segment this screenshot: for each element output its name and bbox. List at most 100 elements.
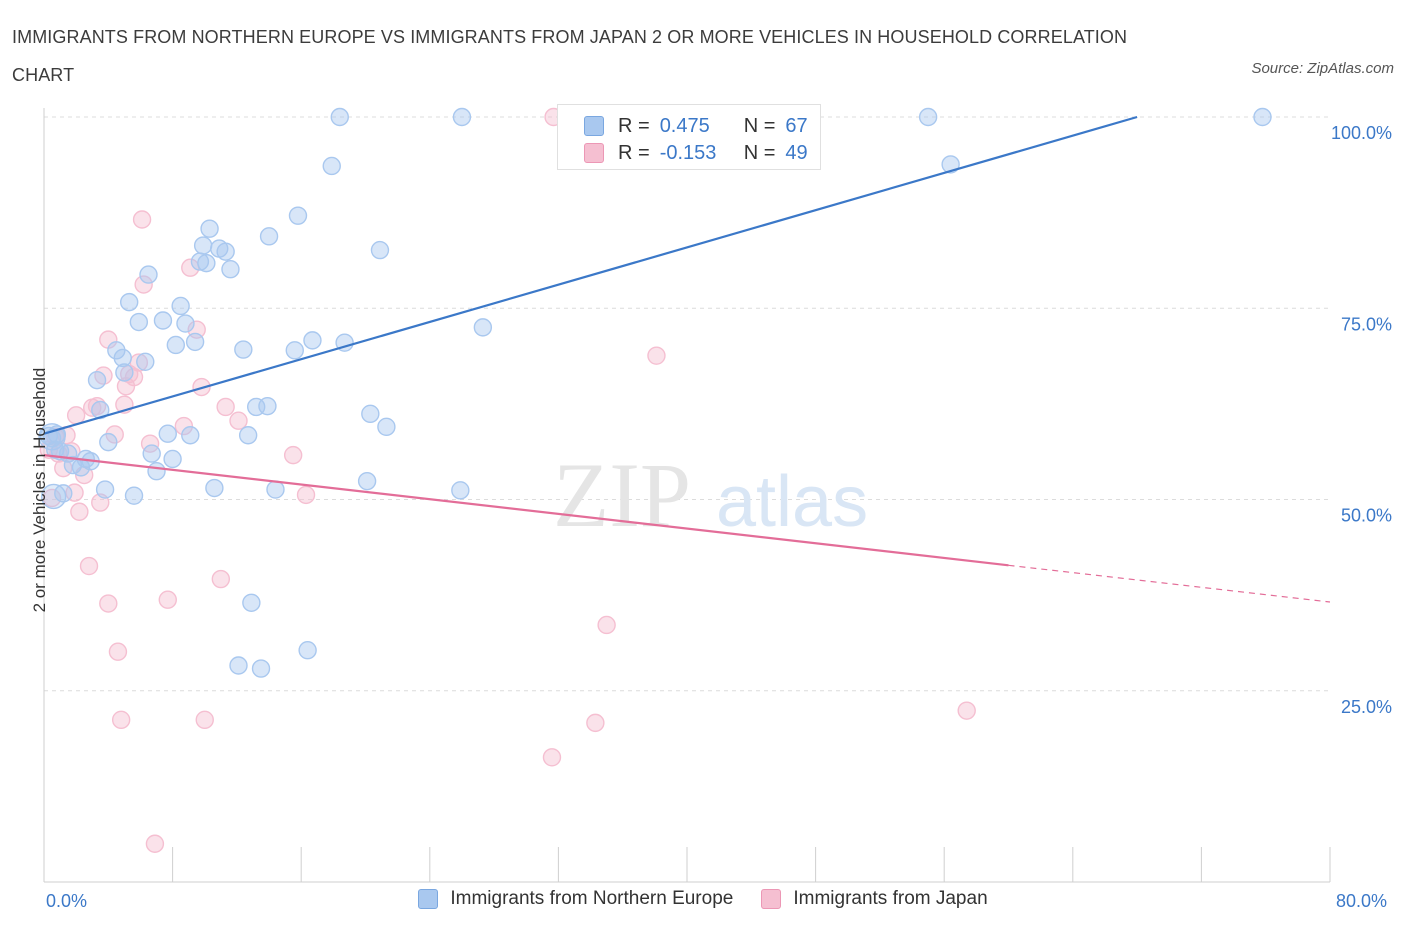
data-point-northern-europe: [377, 417, 396, 437]
data-point-northern-europe: [200, 219, 219, 238]
data-point-northern-europe: [452, 107, 472, 127]
data-point-japan: [124, 367, 144, 387]
y-tick-label-50: 50.0%: [1341, 506, 1392, 526]
data-point-northern-europe: [285, 341, 304, 360]
data-point-northern-europe: [124, 486, 144, 505]
data-point-northern-europe: [54, 484, 73, 503]
data-point-northern-europe: [322, 156, 341, 176]
data-point-northern-europe: [115, 363, 134, 382]
data-point-northern-europe: [181, 426, 200, 445]
data-point-japan: [296, 485, 316, 505]
data-point-northern-europe: [193, 236, 213, 255]
x-tick-label-min: 0.0%: [46, 891, 88, 911]
legend-label-northern-europe: Immigrants from Northern Europe: [450, 888, 734, 909]
legend-n-value: 67: [785, 114, 808, 137]
legend-item-northern-europe: Immigrants from Northern Europe: [418, 888, 733, 910]
data-point-northern-europe: [298, 641, 317, 660]
data-point-japan: [134, 275, 153, 294]
data-point-northern-europe: [238, 426, 258, 445]
data-point-northern-europe: [234, 340, 253, 359]
data-point-northern-europe: [113, 348, 132, 368]
data-point-northern-europe: [139, 265, 158, 284]
data-point-northern-europe: [119, 292, 139, 312]
y-tick-label-25: 25.0%: [1341, 697, 1392, 717]
data-point-northern-europe: [136, 352, 155, 371]
data-point-japan: [647, 346, 666, 365]
data-point-northern-europe: [361, 404, 380, 424]
legend-swatch-japan: [584, 143, 604, 163]
data-point-japan: [957, 701, 976, 720]
data-point-northern-europe: [197, 253, 216, 273]
data-point-northern-europe: [303, 331, 322, 350]
data-point-northern-europe: [147, 461, 166, 481]
legend-item-japan: Immigrants from Japan: [761, 888, 988, 910]
data-point-northern-europe: [95, 480, 115, 499]
data-point-northern-europe: [153, 311, 173, 330]
data-point-northern-europe: [216, 242, 235, 261]
data-point-northern-europe: [40, 483, 67, 510]
data-point-japan: [195, 710, 214, 730]
data-point-japan: [216, 397, 235, 417]
data-point-japan: [586, 713, 605, 733]
chart-title: IMMIGRANTS FROM NORTHERN EUROPE VS IMMIG…: [12, 27, 1128, 85]
data-point-northern-europe: [266, 480, 285, 499]
data-point-japan: [42, 488, 62, 508]
legend-swatch-northern-europe: [418, 889, 439, 909]
source-label: Source: ZipAtlas.com: [1251, 60, 1394, 77]
legend-swatch-northern-europe: [584, 116, 604, 136]
data-points: [38, 107, 1272, 853]
data-point-northern-europe: [171, 296, 190, 316]
data-point-japan: [542, 748, 562, 767]
data-point-northern-europe: [185, 332, 205, 352]
data-point-northern-europe: [142, 444, 161, 463]
correlation-legend: R = 0.475 N = 67 R = -0.153 N = 49: [557, 104, 821, 170]
y-tick-label-75: 75.0%: [1341, 314, 1392, 334]
y-tick-label-100: 100.0%: [1331, 123, 1392, 143]
data-point-northern-europe: [357, 471, 377, 491]
legend-n-label: N =: [743, 114, 776, 137]
trend-lines: [43, 115, 1331, 603]
data-point-northern-europe: [205, 478, 224, 498]
watermark-atlas: atlas: [716, 462, 868, 542]
data-point-northern-europe: [288, 206, 308, 225]
legend-row-japan: R = -0.153 N = 49: [584, 138, 808, 168]
data-point-northern-europe: [229, 656, 248, 675]
data-point-northern-europe: [158, 424, 177, 443]
data-point-northern-europe: [259, 227, 279, 246]
data-point-japan: [70, 502, 89, 521]
data-point-northern-europe: [163, 449, 182, 469]
legend-r-value: -0.153: [659, 141, 717, 164]
data-point-northern-europe: [242, 593, 261, 612]
data-point-japan: [99, 594, 118, 613]
data-point-northern-europe: [221, 260, 240, 279]
data-point-northern-europe: [87, 370, 107, 390]
data-point-japan: [108, 642, 128, 661]
data-point-japan: [111, 710, 131, 730]
y-tick-labels: 25.0% 50.0% 75.0% 100.0%: [1331, 123, 1392, 717]
data-point-northern-europe: [918, 107, 938, 127]
data-point-northern-europe: [99, 432, 118, 452]
data-point-japan: [79, 556, 99, 576]
data-point-japan: [158, 590, 177, 609]
data-point-japan: [66, 406, 86, 425]
data-point-northern-europe: [330, 107, 349, 127]
watermark-zip: ZIP: [553, 444, 691, 546]
data-point-northern-europe: [370, 240, 390, 260]
data-point-japan: [145, 834, 165, 853]
data-point-japan: [597, 615, 616, 635]
data-point-northern-europe: [258, 396, 277, 416]
data-point-northern-europe: [251, 659, 271, 678]
legend-n-label: N =: [743, 141, 776, 164]
x-tick-label-max: 80.0%: [1336, 891, 1388, 911]
trend-line-japan: [43, 454, 1009, 567]
watermark: ZIP atlas: [553, 444, 868, 546]
legend-n-value: 49: [785, 141, 808, 164]
data-point-northern-europe: [451, 481, 470, 500]
data-point-northern-europe: [473, 318, 493, 337]
data-point-northern-europe: [166, 335, 186, 355]
series-legend: Immigrants from Northern Europe Immigran…: [0, 888, 1406, 910]
legend-swatch-japan: [761, 889, 782, 909]
legend-r-label: R =: [618, 114, 650, 137]
data-point-japan: [132, 210, 152, 229]
trend-line-dashed-japan: [1008, 564, 1331, 603]
